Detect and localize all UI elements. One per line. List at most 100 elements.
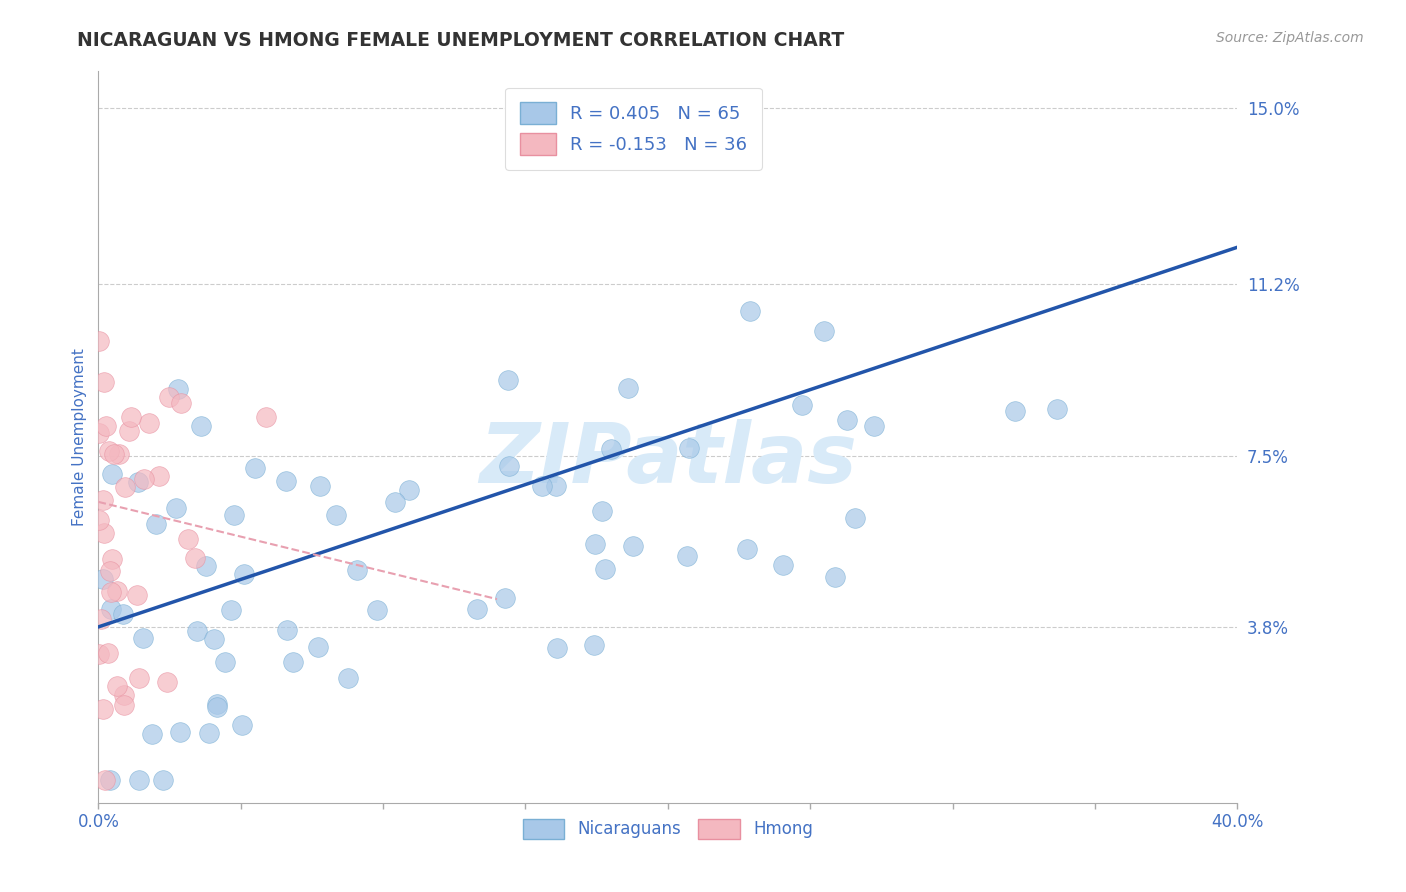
Point xyxy=(740,304,762,318)
Point xyxy=(546,640,568,655)
Point xyxy=(219,602,242,616)
Point xyxy=(145,517,167,532)
Point xyxy=(243,460,266,475)
Point xyxy=(498,458,520,473)
Point xyxy=(170,396,193,410)
Point xyxy=(93,525,115,540)
Y-axis label: Female Unemployment: Female Unemployment xyxy=(72,348,87,526)
Point xyxy=(205,698,228,712)
Point xyxy=(337,671,360,685)
Point xyxy=(531,479,554,493)
Text: ZIPatlas: ZIPatlas xyxy=(479,418,856,500)
Point xyxy=(157,391,180,405)
Point xyxy=(98,444,121,458)
Point xyxy=(254,409,277,424)
Point xyxy=(195,558,218,573)
Point xyxy=(91,572,114,586)
Point xyxy=(824,569,846,583)
Point xyxy=(496,373,519,387)
Point xyxy=(128,772,150,787)
Point xyxy=(494,591,516,605)
Legend: Nicaraguans, Hmong: Nicaraguans, Hmong xyxy=(516,812,820,846)
Point xyxy=(205,700,228,714)
Point xyxy=(128,671,150,685)
Point xyxy=(152,772,174,787)
Point xyxy=(108,447,131,461)
Point xyxy=(325,508,347,523)
Point xyxy=(202,632,225,647)
Point xyxy=(112,698,135,712)
Point xyxy=(190,418,212,433)
Point xyxy=(89,647,111,661)
Point xyxy=(582,639,605,653)
Point xyxy=(616,381,638,395)
Point xyxy=(112,688,135,702)
Point xyxy=(97,646,120,660)
Point xyxy=(93,375,115,389)
Point xyxy=(114,480,136,494)
Point xyxy=(308,479,330,493)
Point xyxy=(111,607,134,622)
Point xyxy=(198,726,221,740)
Point xyxy=(599,442,621,457)
Point xyxy=(398,483,420,498)
Point xyxy=(678,441,700,455)
Point xyxy=(101,552,124,566)
Point xyxy=(544,479,567,493)
Point xyxy=(125,589,148,603)
Point xyxy=(165,501,187,516)
Point xyxy=(132,472,155,486)
Point xyxy=(276,474,298,488)
Point xyxy=(141,727,163,741)
Point xyxy=(281,655,304,669)
Point xyxy=(118,424,141,438)
Point xyxy=(132,631,155,645)
Text: NICARAGUAN VS HMONG FEMALE UNEMPLOYMENT CORRELATION CHART: NICARAGUAN VS HMONG FEMALE UNEMPLOYMENT … xyxy=(77,31,845,50)
Point xyxy=(862,418,884,433)
Point xyxy=(186,624,208,638)
Point xyxy=(98,772,121,787)
Point xyxy=(1004,404,1026,418)
Point xyxy=(87,334,110,349)
Point xyxy=(844,511,866,525)
Point xyxy=(583,537,606,551)
Point xyxy=(138,416,160,430)
Point xyxy=(735,541,758,556)
Point xyxy=(792,398,814,412)
Point xyxy=(120,409,142,424)
Point xyxy=(105,679,128,693)
Point xyxy=(384,495,406,509)
Point xyxy=(593,562,616,576)
Point xyxy=(591,504,613,518)
Point xyxy=(676,549,699,563)
Point xyxy=(307,640,329,655)
Point xyxy=(184,550,207,565)
Point xyxy=(148,469,170,483)
Point xyxy=(176,532,198,546)
Point xyxy=(276,624,298,638)
Point xyxy=(167,382,190,396)
Point xyxy=(156,674,179,689)
Point xyxy=(94,772,117,787)
Point xyxy=(91,493,114,508)
Point xyxy=(103,447,125,461)
Point xyxy=(1046,402,1069,417)
Point xyxy=(621,540,644,554)
Point xyxy=(89,425,111,440)
Point xyxy=(231,718,253,732)
Point xyxy=(89,513,111,527)
Text: Source: ZipAtlas.com: Source: ZipAtlas.com xyxy=(1216,31,1364,45)
Point xyxy=(107,584,129,599)
Point xyxy=(169,724,191,739)
Point xyxy=(232,566,254,581)
Point xyxy=(465,602,488,616)
Point xyxy=(127,475,149,489)
Point xyxy=(100,585,122,599)
Point xyxy=(94,419,117,434)
Point xyxy=(101,467,124,482)
Point xyxy=(224,508,246,523)
Point xyxy=(772,558,794,572)
Point xyxy=(93,702,115,716)
Point xyxy=(214,655,236,669)
Point xyxy=(98,564,121,578)
